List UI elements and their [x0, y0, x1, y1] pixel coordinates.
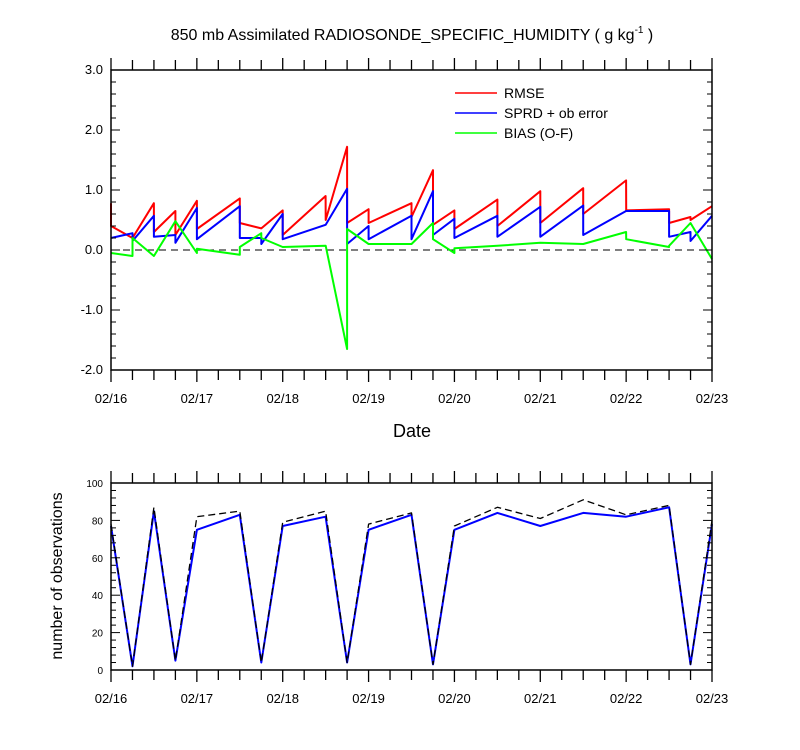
top-xtick-label: 02/18 [266, 391, 299, 406]
legend-rmse-label: RMSE [504, 85, 544, 101]
top-series-group [110, 145, 713, 350]
top-chart: 850 mb Assimilated RADIOSONDE_SPECIFIC_H… [81, 25, 729, 441]
legend: RMSE SPRD + ob error BIAS (O-F) [455, 85, 608, 141]
top-series-sprd-line [110, 187, 713, 245]
top-xtick-label: 02/23 [696, 391, 729, 406]
top-ytick-label: 2.0 [85, 122, 103, 137]
top-ticks-group: -2.0 -1.0 0.0 1.0 2.0 3.0 02/16 02/17 02/18 02/19… [81, 58, 729, 406]
top-series-rmse-line [110, 145, 713, 239]
bottom-xtick-label: 02/17 [181, 691, 214, 706]
top-ytick-label: -2.0 [81, 362, 103, 377]
top-xtick-label: 02/17 [181, 391, 214, 406]
top-ytick-label: 1.0 [85, 182, 103, 197]
bottom-plot-frame [110, 482, 713, 671]
top-x-axis-label: Date [393, 421, 431, 441]
bottom-xtick-label: 02/22 [610, 691, 643, 706]
bottom-y-axis-label: number of observations [49, 492, 66, 659]
bottom-ytick-label: 60 [92, 554, 104, 565]
top-ytick-label: 3.0 [85, 62, 103, 77]
bottom-xtick-label: 02/19 [352, 691, 385, 706]
legend-bias-label: BIAS (O-F) [504, 125, 573, 141]
top-xtick-label: 02/22 [610, 391, 643, 406]
top-xtick-label: 02/21 [524, 391, 557, 406]
bottom-xtick-label: 02/20 [438, 691, 471, 706]
top-ytick-label: -1.0 [81, 302, 103, 317]
bottom-ytick-label: 20 [92, 629, 104, 640]
bottom-ytick-label: 100 [86, 479, 103, 490]
bottom-ytick-label: 0 [97, 666, 103, 677]
bottom-xtick-label: 02/23 [696, 691, 729, 706]
bottom-xtick-label: 02/16 [95, 691, 128, 706]
bottom-series-count-line [110, 506, 713, 668]
top-ytick-label: 0.0 [85, 242, 103, 257]
bottom-ticks-group: 0 20 40 60 80 100 02/16 02/17 02/18 02/19 02/20 02/… [86, 471, 728, 706]
bottom-chart: 0 20 40 60 80 100 02/16 02/17 02/18 02/19 02/20 02/… [49, 471, 728, 706]
top-xtick-label: 02/19 [352, 391, 385, 406]
bottom-series-axis-line [110, 499, 713, 667]
legend-sprd-label: SPRD + ob error [504, 105, 608, 121]
bottom-xtick-label: 02/18 [266, 691, 299, 706]
bottom-xtick-label: 02/21 [524, 691, 557, 706]
bottom-series-group [110, 499, 713, 668]
bottom-ytick-label: 80 [92, 516, 104, 527]
bottom-ytick-label: 40 [92, 591, 104, 602]
top-xtick-label: 02/16 [95, 391, 128, 406]
top-xtick-label: 02/20 [438, 391, 471, 406]
top-chart-title: 850 mb Assimilated RADIOSONDE_SPECIFIC_H… [171, 25, 654, 44]
top-series-bias-line [110, 220, 713, 350]
